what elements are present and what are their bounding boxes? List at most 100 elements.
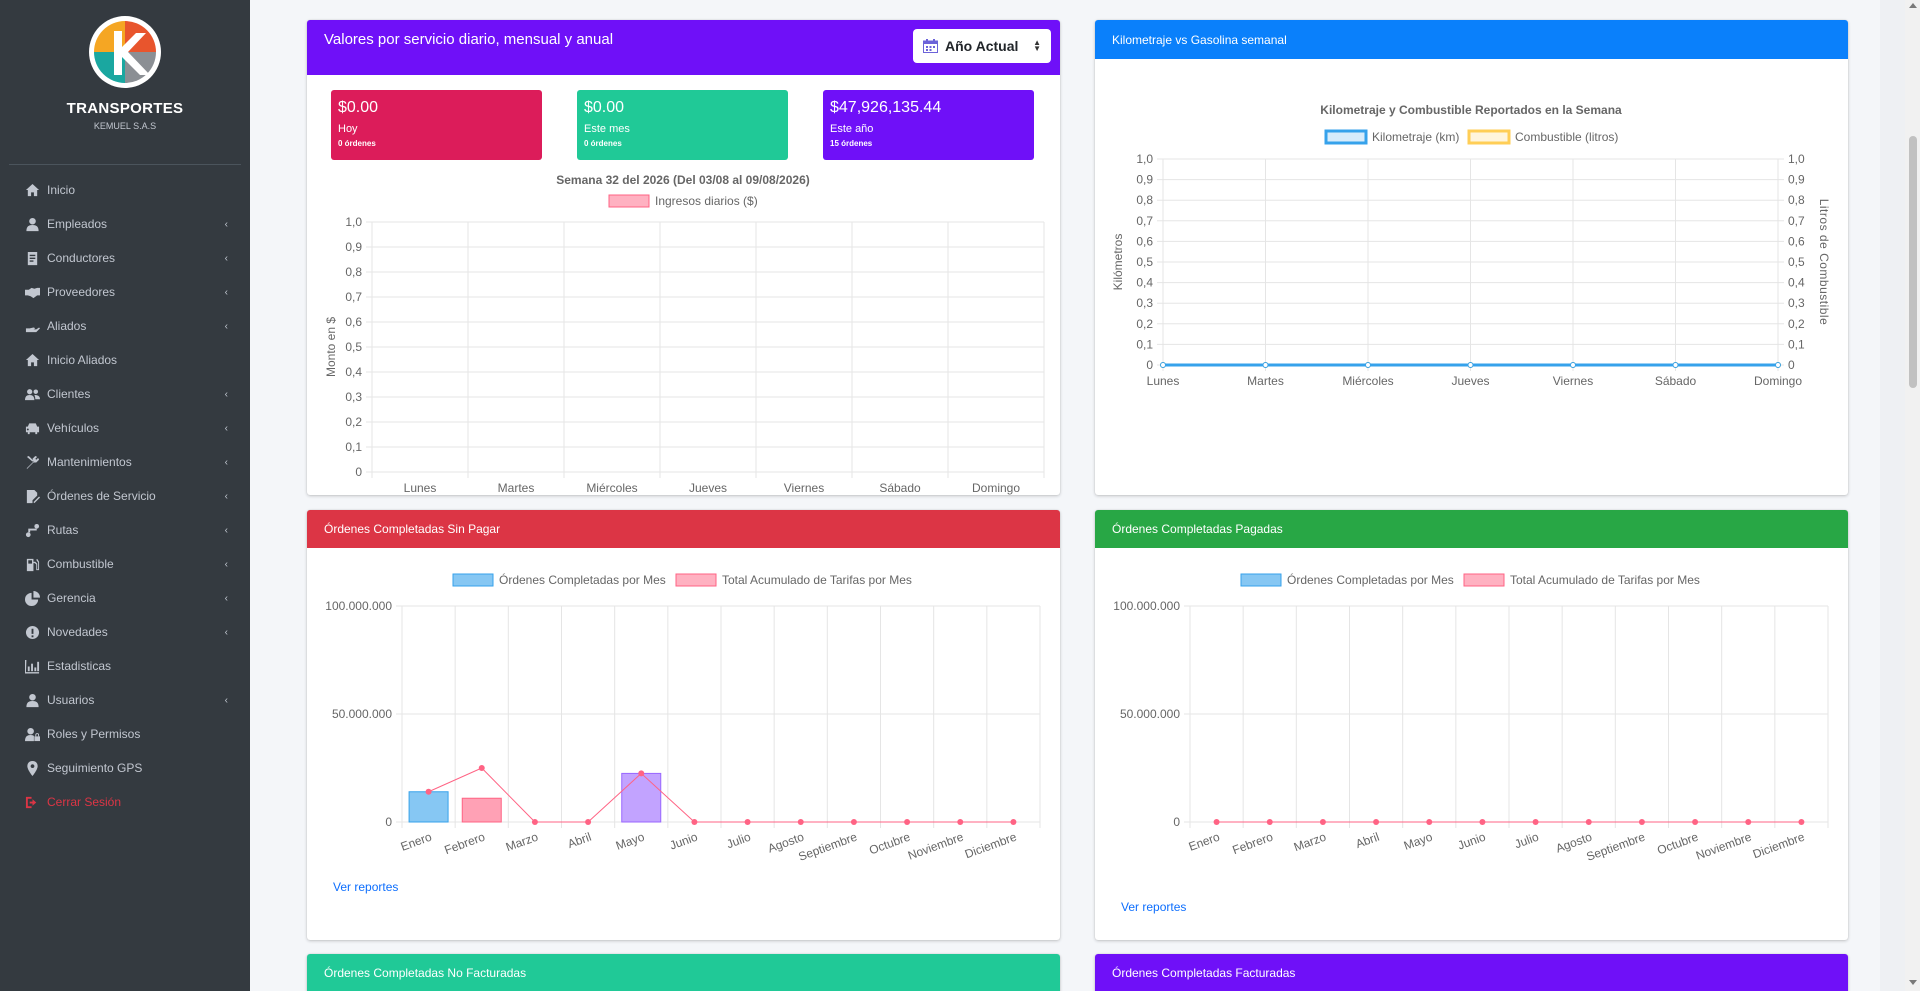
sidebar-item-inicio-aliados[interactable]: Inicio Aliados: [0, 343, 250, 377]
y-tick-label: 1,0: [345, 215, 362, 229]
data-point: [744, 819, 751, 825]
sidebar-item-ordenes-de-servicio[interactable]: Órdenes de Servicio ‹: [0, 479, 250, 513]
y-tick-label: 50.000.000: [1120, 707, 1180, 721]
chevron-left-icon: ‹: [224, 422, 228, 434]
sidebar-item-mantenimientos[interactable]: Mantenimientos ‹: [0, 445, 250, 479]
sidebar-item-seguimiento-gps[interactable]: Seguimiento GPS: [0, 751, 250, 785]
data-point: [1319, 819, 1326, 825]
x-tick-label: Diciembre: [1751, 830, 1807, 862]
sidebar-item-usuarios[interactable]: Usuarios ‹: [0, 683, 250, 717]
x-tick-label: Lunes: [1147, 374, 1180, 388]
year-select-button[interactable]: Año Actual ▲ ▼: [913, 29, 1051, 63]
sidebar-item-label: Estadisticas: [47, 659, 112, 673]
y-tick-label: 0,7: [1136, 214, 1153, 228]
handshake-icon: [24, 284, 40, 300]
sidebar-item-vehiculos[interactable]: Vehículos ‹: [0, 411, 250, 445]
bar-chart-icon: [24, 658, 40, 674]
sidebar-item-cerrar-sesion[interactable]: Cerrar Sesión: [0, 785, 250, 819]
stat-orders: 15 órdenes: [830, 139, 873, 148]
sidebar-item-label: Novedades: [47, 625, 108, 639]
y2-tick-label: 0,2: [1788, 317, 1805, 331]
sidebar-item-gerencia[interactable]: Gerencia ‹: [0, 581, 250, 615]
x-tick-label: Viernes: [1553, 374, 1593, 388]
data-point: [1585, 819, 1592, 825]
stat-box-today: $0.00 Hoy 0 órdenes: [331, 90, 542, 160]
sidebar-item-label: Inicio: [47, 183, 76, 197]
y2-tick-label: 0,3: [1788, 296, 1805, 310]
card-invoiced-orders: Órdenes Completadas Facturadas: [1095, 954, 1848, 991]
data-point: [1467, 362, 1474, 368]
sidebar-item-inicio[interactable]: Inicio: [0, 173, 250, 207]
data-point: [638, 770, 645, 777]
sidebar-item-label: Combustible: [47, 557, 114, 571]
sidebar-item-empleados[interactable]: Empleados ‹: [0, 207, 250, 241]
sidebar-item-aliados[interactable]: Aliados ‹: [0, 309, 250, 343]
view-reports-link[interactable]: Ver reportes: [333, 880, 399, 894]
y-tick-label: 0,8: [345, 265, 362, 279]
sidebar-item-estadisticas[interactable]: Estadisticas: [0, 649, 250, 683]
car-icon: [24, 420, 40, 436]
x-tick-label: Marzo: [1292, 830, 1328, 855]
y-tick-label: 1,0: [1136, 152, 1153, 166]
chevron-left-icon: ‹: [224, 320, 228, 332]
y-tick-label: 100.000.000: [325, 599, 392, 613]
chevron-left-icon: ‹: [224, 694, 228, 706]
y2-tick-label: 0,4: [1788, 276, 1805, 290]
scrollbar-thumb[interactable]: [1909, 136, 1917, 388]
data-point: [957, 819, 964, 825]
scroll-up-arrow-icon[interactable]: [1909, 3, 1917, 8]
company-logo[interactable]: [88, 15, 162, 89]
scroll-down-arrow-icon[interactable]: [1909, 980, 1917, 985]
user-icon: [24, 692, 40, 708]
data-point: [1798, 819, 1805, 825]
x-tick-label: Sábado: [1655, 374, 1697, 388]
sidebar-item-label: Usuarios: [47, 693, 95, 707]
sidebar-item-roles-y-permisos[interactable]: Roles y Permisos: [0, 717, 250, 751]
data-point: [1365, 362, 1371, 368]
y2-tick-label: 0,7: [1788, 214, 1805, 228]
data-point: [1479, 819, 1486, 825]
pie-chart-icon: [24, 590, 40, 606]
sidebar-item-conductores[interactable]: Conductores ‹: [0, 241, 250, 275]
card-header: Órdenes Completadas Pagadas: [1095, 510, 1848, 548]
legend-swatch: [1467, 129, 1511, 145]
chevron-left-icon: ‹: [224, 524, 228, 536]
chart-title: Kilometraje y Combustible Reportados en …: [1320, 103, 1622, 117]
y-tick-label: 0,5: [345, 340, 362, 354]
x-tick-label: Mayo: [1402, 830, 1435, 853]
stat-label: Este año: [830, 123, 874, 135]
data-point: [1638, 819, 1645, 825]
route-icon: [24, 522, 40, 538]
sidebar-item-clientes[interactable]: Clientes ‹: [0, 377, 250, 411]
year-select-label: Año Actual: [945, 38, 1019, 54]
data-point: [1775, 362, 1781, 368]
bar: [621, 772, 662, 823]
sidebar-item-rutas[interactable]: Rutas ‹: [0, 513, 250, 547]
chevron-left-icon: ‹: [224, 252, 228, 264]
y-tick-label: 0: [1173, 815, 1180, 829]
stat-value: $0.00: [584, 99, 625, 116]
data-point: [1426, 819, 1433, 825]
x-tick-label: Enero: [399, 830, 434, 854]
file-signature-icon: [24, 488, 40, 504]
card-header: Kilometraje vs Gasolina semanal: [1095, 20, 1848, 59]
stat-label: Este mes: [584, 123, 630, 135]
x-tick-label: Jueves: [689, 481, 727, 495]
y2-axis-label: Litros de Combustible: [1817, 199, 1831, 326]
sidebar-item-label: Órdenes de Servicio: [47, 489, 156, 503]
view-reports-link[interactable]: Ver reportes: [1121, 900, 1187, 914]
x-tick-label: Junio: [1456, 830, 1488, 853]
data-point: [425, 788, 432, 795]
y-tick-label: 0,5: [1136, 255, 1153, 269]
sidebar-item-novedades[interactable]: Novedades ‹: [0, 615, 250, 649]
data-point: [1213, 819, 1220, 825]
legend-swatch: [1240, 573, 1282, 587]
stat-label: Hoy: [338, 123, 358, 135]
bar: [461, 797, 502, 823]
sidebar-item-combustible[interactable]: Combustible ‹: [0, 547, 250, 581]
y2-tick-label: 0,5: [1788, 255, 1805, 269]
sidebar-item-proveedores[interactable]: Proveedores ‹: [0, 275, 250, 309]
home-icon: [24, 182, 40, 198]
data-point: [1266, 819, 1273, 825]
data-point: [797, 819, 804, 825]
